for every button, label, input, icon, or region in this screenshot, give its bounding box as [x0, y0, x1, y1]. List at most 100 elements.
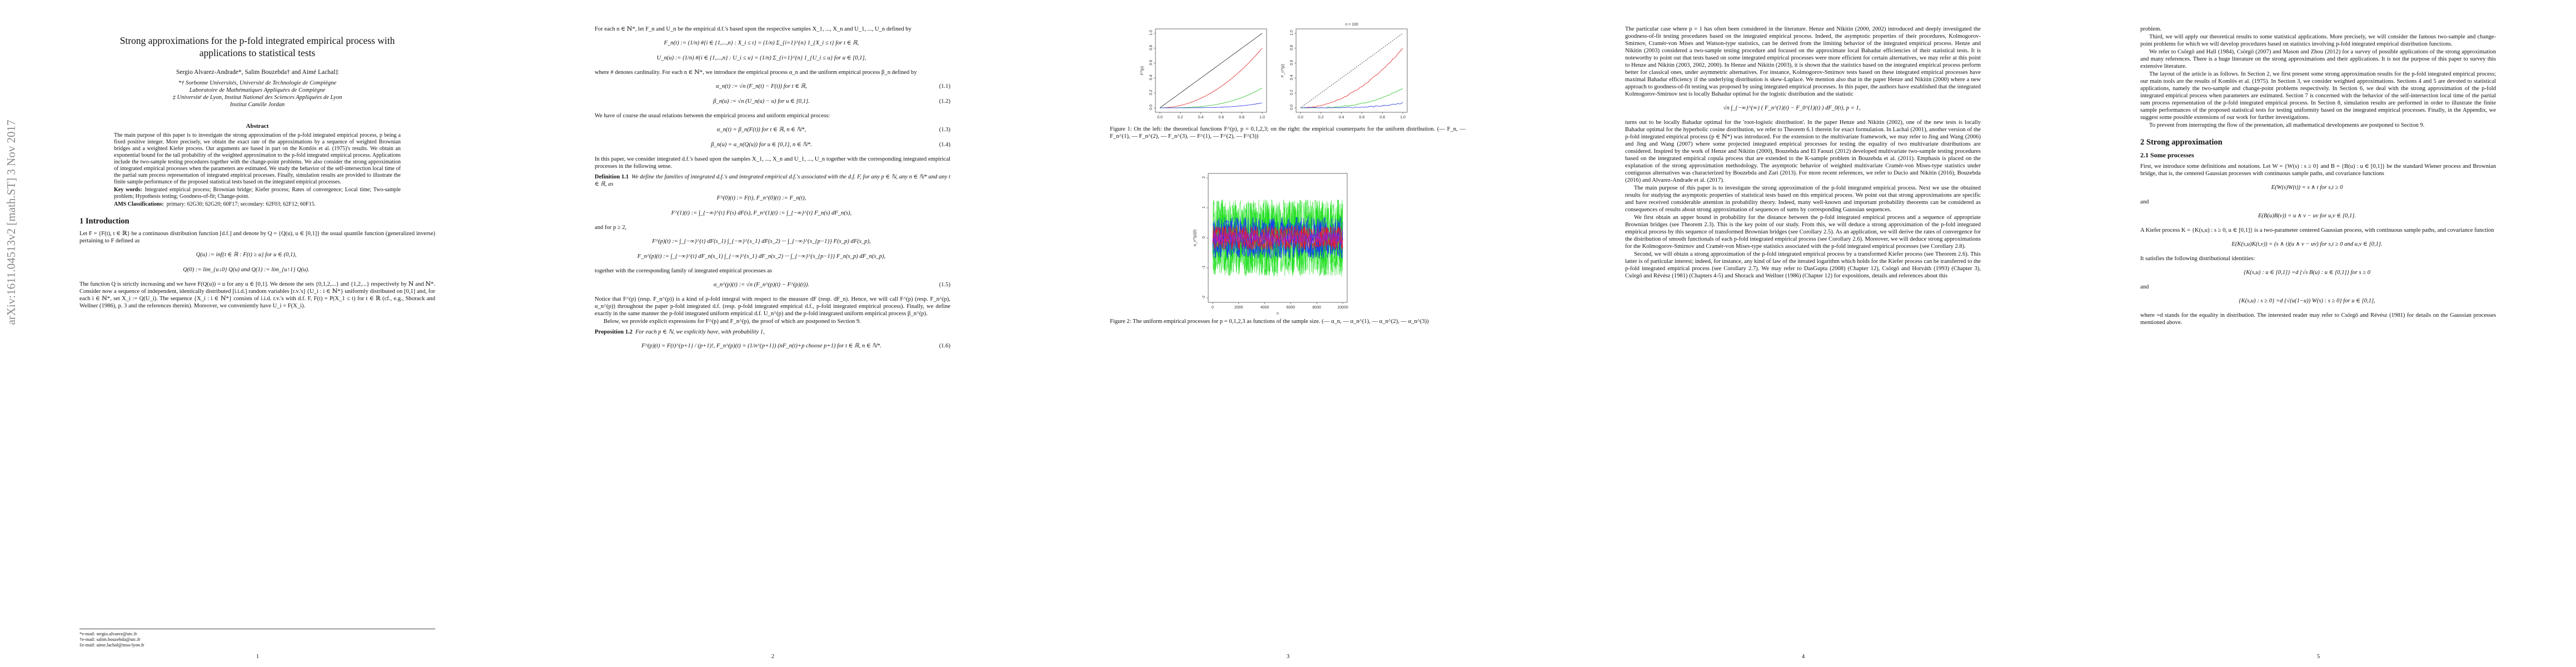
- column: For each n ∈ ℕ*, let F_n and U_n be the …: [595, 26, 950, 357]
- lead: AMS Classifications:: [114, 201, 164, 207]
- x-tick-label: 0.2: [1178, 116, 1183, 120]
- affiliation: Institut Camille Jordan: [230, 102, 285, 108]
- x-tick-label: 0.6: [1359, 116, 1365, 120]
- equation: F^(1)(t) := ∫_{−∞}^{t} F(s) dF(s), F_n^(…: [595, 209, 950, 218]
- equation-text: F^(p)(t) = F(t)^{p+1} / (p+1)!, F_n^(p)(…: [641, 343, 881, 349]
- curve: [1300, 88, 1403, 108]
- x-tick-label: 1.0: [1400, 116, 1406, 120]
- subsection-heading: 2.1 Some processes: [2140, 151, 2194, 159]
- paragraph: The main purpose of this paper is to inv…: [1625, 185, 1981, 213]
- equation-text: Q(0) := lim_{u↓0} Q(u) and Q(1) := lim_{…: [183, 267, 310, 273]
- abstract-text: The main purpose of this paper is to inv…: [114, 132, 401, 185]
- abstract-text: Integrated empirical process; Brownian b…: [114, 187, 401, 200]
- equation: F^(p)(t) = F(t)^{p+1} / (p+1)!, F_n^(p)(…: [595, 342, 950, 351]
- equation: α_n(t) := √n (F_n(t) − F(t)) for t ∈ ℝ, (…: [595, 82, 950, 91]
- x-tick-label: 0.0: [1157, 116, 1163, 120]
- paragraph: and: [2140, 284, 2149, 290]
- x-tick-label: 4000: [1260, 306, 1269, 310]
- x-tick-label: 0.8: [1239, 116, 1244, 120]
- x-tick-label: 0.4: [1339, 116, 1344, 120]
- y-tick-label: 1: [1202, 206, 1206, 208]
- equation-text: √n ∫_{−∞}^{∞} ( F_n^(1)(t) − F_0^(1)(t) …: [1723, 105, 1861, 111]
- page: problem. Third, we will apply our theoret…: [2061, 0, 2576, 667]
- y-axis-label: F_n^(p): [1281, 64, 1285, 77]
- equation: U_n(u) := (1/n) #{i ∈ {1,...,n} : U_i ≤ …: [595, 54, 950, 63]
- x-axis-label: n: [1277, 312, 1279, 316]
- abstract: Key words: Integrated empirical process; …: [114, 187, 401, 200]
- y-tick-label: 0.2: [1290, 89, 1294, 95]
- x-tick-label: 10000: [1337, 306, 1348, 310]
- curve: [1160, 102, 1263, 108]
- y-tick-label: 0.8: [1149, 45, 1153, 51]
- equation-number: (1.1): [939, 83, 950, 89]
- section-heading: 1 Introduction: [79, 217, 129, 226]
- process-path: [1212, 231, 1343, 245]
- equation-text: F_n^(p)(t) := ∫_{−∞}^{t} dF_n(s_1) ∫_{−∞…: [637, 253, 886, 260]
- paragraph: In this paper, we consider integrated d.…: [595, 156, 950, 170]
- paragraph: together with the corresponding family o…: [595, 268, 773, 274]
- paragraph: To prevent from interrupting the flow of…: [2149, 122, 2425, 128]
- footnote: *e-mail: sergio.alvarez@utc.fr: [79, 631, 137, 636]
- plot-frame: [1155, 28, 1267, 113]
- title: Strong approximations for the p-fold int…: [119, 35, 395, 58]
- equation: Q(0) := lim_{u↓0} Q(u) and Q(1) := lim_{…: [79, 266, 435, 275]
- paragraph: Let F = {F(t), t ∈ ℝ} be a continuous di…: [79, 231, 435, 244]
- paragraph: where =d stands for the equality in dist…: [2140, 312, 2496, 326]
- equation-text: α_n^(p)(t) := √n (F_n^(p)(t) − F^(p)(t))…: [713, 282, 810, 288]
- paragraph: Third, we will apply our theoretical res…: [2140, 34, 2496, 47]
- equation: √n ∫_{−∞}^{∞} ( F_n^(1)(t) − F_0^(1)(t) …: [1625, 104, 1981, 113]
- y-tick-label: -1: [1202, 266, 1206, 269]
- x-tick-label: 0.0: [1298, 116, 1303, 120]
- equation-number: (1.2): [939, 98, 950, 104]
- paragraph: and for p ≥ 2,: [595, 225, 627, 231]
- equation: α_n^(p)(t) := √n (F_n^(p)(t) − F^(p)(t))…: [595, 281, 950, 290]
- y-tick-label: 0.4: [1149, 74, 1153, 80]
- y-axis-label: α_n^(p)(t): [1193, 230, 1197, 246]
- process-path: [1212, 217, 1343, 259]
- paragraph: It satisfies the following distributiona…: [2140, 256, 2255, 262]
- affiliation: *† Sorbonne Universités, Université de T…: [178, 80, 337, 86]
- y-tick-label: 0.6: [1290, 60, 1294, 66]
- y-tick-label: 1.0: [1149, 30, 1153, 36]
- figures: 0.0 0.2 0.4 0.6 0.8 1.0 0.0 0.2 0.4 0.6 0.8 1.0 F^(p…: [1140, 23, 1408, 316]
- paragraph: Below, we provide explicit expressions f…: [604, 318, 861, 325]
- paragraph: turns out to be locally Bahadur optimal …: [1625, 120, 1981, 183]
- equation: Q(u) := inf{t ∈ ℝ : F(t) ≥ u} for u ∈ (0…: [79, 251, 435, 260]
- process-path: [1212, 225, 1343, 251]
- footnotes: *e-mail: sergio.alvarez@utc.fr †e-mail: s…: [79, 627, 435, 648]
- equation-text: β_n(u) = α_n(Q(u)) for u ∈ [0,1], n ∈ ℕ*…: [711, 142, 812, 148]
- x-tick-label: 6000: [1287, 306, 1296, 310]
- equation: F^(p)(t) := ∫_{−∞}^{t} dF(s_1) ∫_{−∞}^{s…: [595, 237, 950, 246]
- equation: E(W(s)W(t)) = s ∧ t for s,t ≥ 0: [2140, 183, 2496, 192]
- column: The particular case where p = 1 has ofte…: [1625, 26, 1981, 280]
- paragraph: First, we introduce some definitions and…: [2140, 163, 2496, 177]
- y-axis-label: F^(p): [1140, 66, 1144, 75]
- abstract-text: primary: 62G30; 62G20; 60F17; secondary:…: [166, 201, 316, 207]
- curve: [1300, 33, 1403, 108]
- y-tick-label: 0.4: [1290, 74, 1294, 80]
- equation: F_n(t) := (1/n) #{i ∈ {1,...,n} : X_i ≤ …: [595, 39, 950, 48]
- equation: β_n(u) := √n (U_n(u) − u) for u ∈ [0,1].…: [595, 97, 950, 106]
- equation-text: Q(u) := inf{t ∈ ℝ : F(t) ≥ u} for u ∈ (0…: [196, 252, 297, 258]
- equation-text: E(B(u)B(v)) = u ∧ v − uv for u,v ∈ [0,1]…: [2258, 213, 2356, 219]
- abstract: The main purpose of this paper is to inv…: [114, 132, 401, 186]
- page-number: 4: [1801, 654, 1805, 660]
- page-number: 5: [2316, 654, 2320, 660]
- paragraph: where # denotes cardinality. For each n …: [595, 69, 917, 76]
- x-tick-label: 2000: [1234, 306, 1243, 310]
- page: 0.0 0.2 0.4 0.6 0.8 1.0 0.0 0.2 0.4 0.6 0.8 1.0 F^(p…: [1030, 0, 1546, 667]
- process-path: [1212, 231, 1343, 245]
- curve: [1160, 48, 1263, 108]
- paragraph: The function Q is strictly increasing an…: [79, 281, 435, 309]
- column: problem. Third, we will apply our theoret…: [2140, 26, 2496, 327]
- y-tick-label: -2: [1202, 296, 1206, 299]
- equation-text: E(W(s)W(t)) = s ∧ t for s,t ≥ 0: [2271, 185, 2343, 191]
- y-tick-label: 0: [1202, 236, 1206, 238]
- page-number: 3: [1286, 654, 1290, 660]
- y-tick-label: 0.0: [1149, 104, 1153, 110]
- abstract-heading: Abstract: [246, 123, 269, 130]
- equation-text: {K(s,u) : u ∈ [0,1]} =d {√s B(u) : u ∈ […: [2244, 270, 2370, 276]
- equation: F^(0)(t) := F(t), F_n^(0)(t) := F_n(t),: [595, 194, 950, 203]
- equation-text: F^(p)(t) := ∫_{−∞}^{t} dF(s_1) ∫_{−∞}^{s…: [652, 238, 871, 245]
